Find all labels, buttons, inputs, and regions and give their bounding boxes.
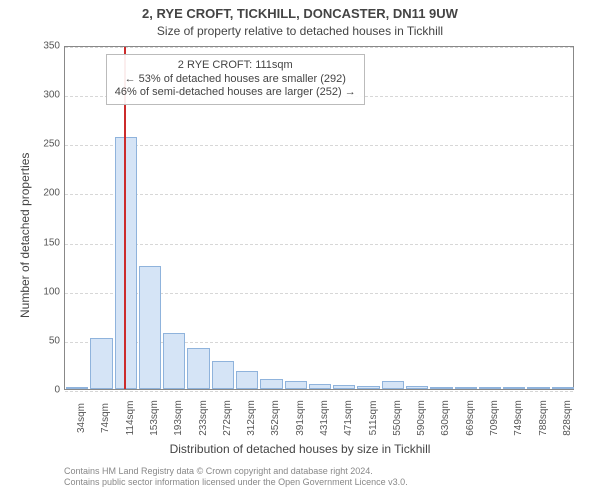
y-tick-label: 300	[32, 90, 60, 101]
gridline	[65, 145, 573, 146]
histogram-bar	[406, 386, 428, 389]
annotation-line: ← 53% of detached houses are smaller (29…	[115, 73, 356, 87]
x-tick-label: 511sqm	[368, 401, 379, 436]
gridline	[65, 194, 573, 195]
x-tick-label: 352sqm	[270, 400, 281, 436]
x-tick-label: 114sqm	[125, 401, 136, 436]
annotation-box: 2 RYE CROFT: 111sqm← 53% of detached hou…	[106, 54, 365, 105]
x-tick-label: 828sqm	[562, 400, 573, 436]
y-tick-label: 0	[32, 385, 60, 396]
x-tick-label: 749sqm	[513, 400, 524, 436]
histogram-bar	[212, 361, 234, 389]
y-tick-label: 200	[32, 188, 60, 199]
x-axis-label: Distribution of detached houses by size …	[0, 442, 600, 456]
histogram-bar	[90, 338, 112, 389]
x-tick-label: 193sqm	[173, 400, 184, 436]
histogram-bar	[163, 333, 185, 389]
histogram-bar	[309, 384, 331, 389]
y-tick-label: 150	[32, 237, 60, 248]
histogram-bar	[66, 387, 88, 389]
histogram-bar	[236, 371, 258, 389]
x-tick-label: 550sqm	[392, 400, 403, 436]
plot-area: 2 RYE CROFT: 111sqm← 53% of detached hou…	[64, 46, 574, 390]
histogram-bar	[333, 385, 355, 389]
y-tick-label: 350	[32, 41, 60, 52]
x-tick-label: 34sqm	[76, 403, 87, 433]
histogram-bar	[382, 381, 404, 389]
property-size-chart: 2, RYE CROFT, TICKHILL, DONCASTER, DN11 …	[0, 0, 600, 500]
x-tick-label: 669sqm	[465, 400, 476, 436]
x-tick-label: 709sqm	[489, 400, 500, 436]
gridline	[65, 244, 573, 245]
annotation-line: 2 RYE CROFT: 111sqm	[115, 59, 356, 73]
y-tick-label: 100	[32, 286, 60, 297]
y-axis-label: Number of detached properties	[18, 153, 32, 318]
x-tick-label: 590sqm	[416, 400, 427, 436]
x-tick-label: 471sqm	[343, 400, 354, 436]
histogram-bar	[187, 348, 209, 389]
histogram-bar	[260, 379, 282, 389]
histogram-bar	[455, 387, 477, 389]
footnote: Contains HM Land Registry data © Crown c…	[0, 466, 600, 489]
x-tick-label: 312sqm	[246, 400, 257, 436]
footnote-line-1: Contains HM Land Registry data © Crown c…	[64, 466, 600, 477]
annotation-line: 46% of semi-detached houses are larger (…	[115, 86, 356, 100]
footnote-line-2: Contains public sector information licen…	[64, 477, 600, 488]
histogram-bar	[479, 387, 501, 389]
histogram-bar	[357, 386, 379, 389]
x-tick-label: 272sqm	[222, 400, 233, 436]
histogram-bar	[552, 387, 574, 389]
x-tick-label: 74sqm	[100, 403, 111, 433]
y-tick-label: 250	[32, 139, 60, 150]
histogram-bar	[285, 381, 307, 389]
x-tick-label: 391sqm	[295, 400, 306, 436]
histogram-bar	[139, 266, 161, 389]
gridline	[65, 391, 573, 392]
histogram-bar	[430, 387, 452, 389]
chart-title-sub: Size of property relative to detached ho…	[0, 24, 600, 38]
x-tick-label: 431sqm	[319, 400, 330, 436]
x-tick-label: 788sqm	[538, 400, 549, 436]
gridline	[65, 47, 573, 48]
chart-title-main: 2, RYE CROFT, TICKHILL, DONCASTER, DN11 …	[0, 6, 600, 21]
histogram-bar	[527, 387, 549, 389]
y-tick-label: 50	[32, 335, 60, 346]
x-tick-label: 630sqm	[440, 400, 451, 436]
x-tick-label: 233sqm	[198, 400, 209, 436]
histogram-bar	[503, 387, 525, 389]
x-tick-label: 153sqm	[149, 400, 160, 436]
